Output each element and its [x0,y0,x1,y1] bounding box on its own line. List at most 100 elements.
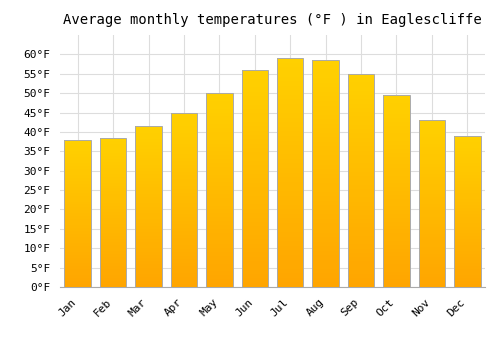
Bar [277,72,303,77]
Bar [348,159,374,163]
Bar [277,260,303,264]
Bar [170,231,197,234]
Bar [170,234,197,238]
Bar [312,151,339,155]
Bar [312,278,339,282]
Bar [383,195,409,199]
Bar [170,276,197,280]
Bar [277,182,303,186]
Bar [170,161,197,165]
Bar [136,139,162,142]
Bar [277,273,303,278]
Bar [277,58,303,63]
Bar [454,154,480,157]
Bar [383,272,409,275]
Bar [312,88,339,92]
Bar [277,191,303,196]
Bar [64,237,91,240]
Bar [170,179,197,182]
Bar [312,146,339,151]
Bar [242,204,268,209]
Bar [348,210,374,215]
Bar [170,165,197,168]
Bar [277,196,303,200]
Bar [136,168,162,171]
Bar [136,216,162,219]
Bar [242,96,268,100]
Bar [100,189,126,191]
Bar [312,78,339,83]
Bar [136,223,162,226]
Bar [206,202,233,205]
Bar [418,250,445,254]
Bar [136,277,162,281]
Bar [383,233,409,237]
Bar [454,241,480,245]
Bar [100,227,126,230]
Bar [383,126,409,130]
Bar [312,115,339,119]
Bar [383,222,409,226]
Bar [170,140,197,144]
Bar [418,207,445,210]
Bar [64,231,91,234]
Bar [136,219,162,223]
Bar [242,191,268,196]
Bar [206,175,233,178]
Bar [242,226,268,231]
Bar [312,97,339,101]
Bar [100,159,126,162]
Bar [383,153,409,156]
Bar [100,272,126,275]
Bar [277,173,303,177]
Bar [277,223,303,228]
Bar [418,284,445,287]
Bar [242,178,268,183]
Bar [170,126,197,130]
Bar [312,241,339,246]
Bar [383,180,409,183]
Bar [64,172,91,175]
Bar [348,219,374,223]
Bar [418,227,445,230]
Bar [277,200,303,205]
Bar [170,144,197,147]
Bar [100,206,126,209]
Bar [418,130,445,134]
Bar [136,261,162,265]
Bar [277,127,303,132]
Bar [348,279,374,283]
Bar [136,268,162,271]
Bar [100,251,126,254]
Bar [312,142,339,146]
Bar [242,170,268,174]
Bar [454,136,480,139]
Bar [454,196,480,199]
Bar [418,164,445,167]
Bar [312,169,339,174]
Bar [348,142,374,146]
Bar [348,236,374,240]
Bar [312,137,339,142]
Bar [170,175,197,179]
Bar [170,248,197,252]
Bar [242,218,268,222]
Bar [277,104,303,108]
Bar [136,281,162,284]
Bar [383,172,409,176]
Bar [383,256,409,260]
Bar [206,124,233,128]
Bar [206,113,233,117]
Bar [206,186,233,190]
Bar [136,197,162,200]
Bar [170,270,197,273]
Bar [170,262,197,266]
Bar [418,124,445,127]
Bar [348,197,374,202]
Bar [100,254,126,257]
Bar [64,202,91,204]
Bar [170,273,197,276]
Bar [100,266,126,269]
Bar [454,148,480,151]
Bar [136,236,162,239]
